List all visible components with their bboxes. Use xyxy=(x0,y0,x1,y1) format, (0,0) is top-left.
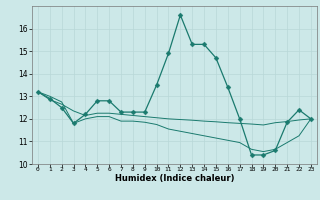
X-axis label: Humidex (Indice chaleur): Humidex (Indice chaleur) xyxy=(115,174,234,183)
